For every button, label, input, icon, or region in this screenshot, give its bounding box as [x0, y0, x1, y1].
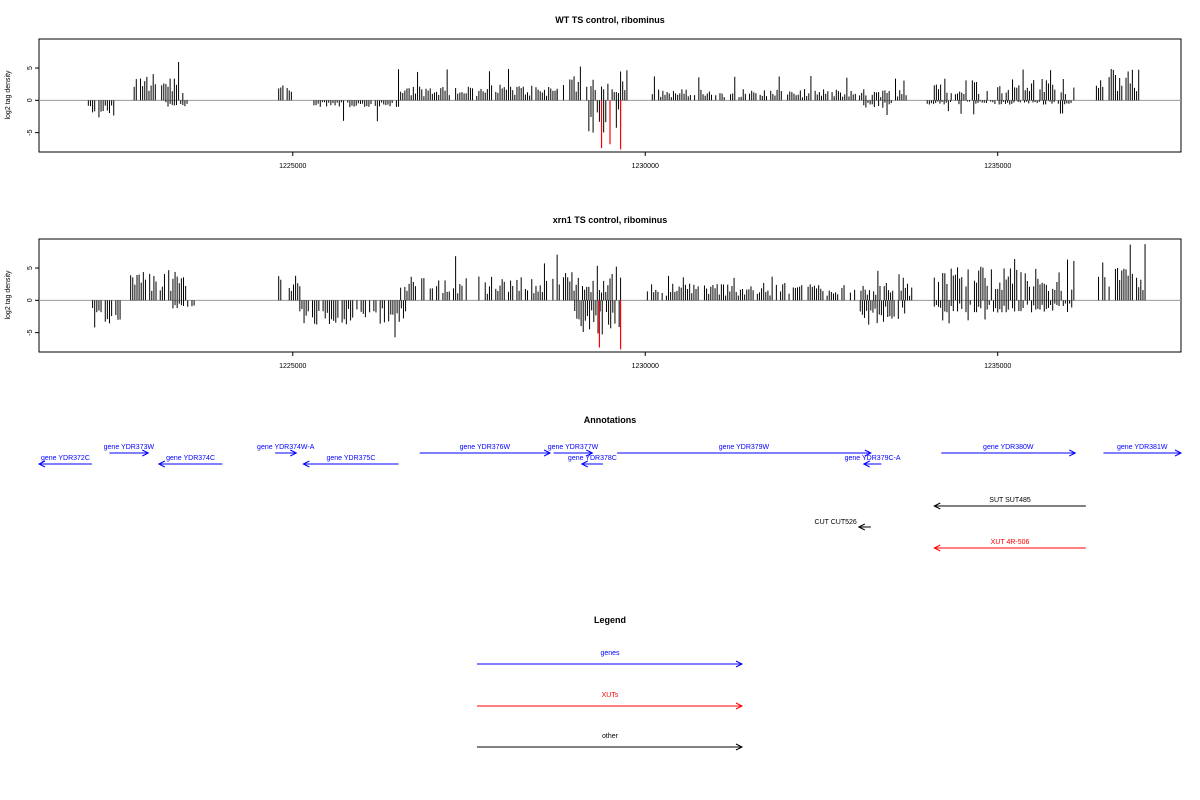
feature-other: SUT SUT485 — [933, 497, 1086, 510]
legend-title: Legend — [594, 615, 626, 625]
plot-frame — [38, 38, 1182, 153]
coverage-bars — [87, 62, 1140, 150]
arrowhead-icon — [543, 449, 552, 457]
feature-genes: gene YDR373W — [104, 444, 155, 457]
feature-label: gene YDR372C — [41, 455, 90, 462]
feature-list: gene YDR372C gene YDR373W gene YDR374C gene… — [37, 444, 1183, 552]
legend-label: XUTs — [602, 692, 619, 699]
legend-label: other — [602, 733, 619, 740]
arrowhead-icon — [857, 523, 866, 531]
feature-genes: gene YDR372C — [37, 455, 92, 468]
x-tick-label: 1225000 — [279, 163, 306, 170]
panel-title: xrn1 TS control, ribominus — [553, 215, 668, 225]
feature-label: SUT SUT485 — [989, 497, 1031, 504]
arrowhead-icon — [586, 449, 594, 457]
x-tick-label: 1225000 — [279, 363, 306, 370]
legend-item-other: other — [477, 733, 744, 751]
feature-label: gene YDR380W — [983, 444, 1034, 451]
feature-label: gene YDR374C — [166, 455, 215, 462]
feature-genes: gene YDR378C — [568, 455, 617, 468]
feature-label: gene YDR378C — [568, 455, 617, 462]
legend: Legend genes XUTs other — [477, 615, 744, 751]
y-axis: -5 0 5 — [27, 266, 39, 336]
feature-label: XUT 4R-506 — [991, 539, 1030, 546]
y-axis-label: log2 tag density — [5, 70, 12, 120]
arrowhead-icon — [933, 502, 941, 510]
arrowhead-icon — [735, 660, 744, 668]
arrowhead-icon — [864, 449, 872, 457]
arrowhead-icon — [142, 449, 150, 457]
feature-genes: gene YDR375C — [302, 455, 399, 468]
feature-genes: gene YDR379W — [617, 444, 872, 457]
coverage-bars — [92, 244, 1146, 350]
legend-label: genes — [600, 650, 620, 657]
plot-frame — [38, 238, 1182, 353]
x-tick-label: 1235000 — [984, 163, 1011, 170]
feature-other: CUT CUT526 — [815, 519, 871, 531]
arrowhead-icon — [1069, 449, 1077, 457]
y-tick-label: 5 — [27, 266, 34, 270]
feature-label: gene YDR379C-A — [845, 455, 901, 462]
legend-items: genes XUTs other — [477, 650, 744, 751]
feature-label: gene YDR379W — [719, 444, 770, 451]
x-axis: 1225000 1230000 1235000 — [279, 152, 1011, 170]
arrowhead-icon — [933, 544, 941, 552]
x-axis: 1225000 1230000 1235000 — [279, 352, 1011, 370]
arrowhead-icon — [302, 460, 310, 468]
y-tick-label: -5 — [27, 329, 34, 335]
feature-genes: gene YDR374W-A — [257, 444, 315, 457]
feature-genes: gene YDR379C-A — [845, 455, 901, 468]
feature-label: gene YDR381W — [1117, 444, 1168, 451]
feature-label: gene YDR377W — [548, 444, 599, 451]
arrowhead-icon — [37, 460, 46, 468]
feature-genes: gene YDR376W — [419, 444, 552, 457]
x-tick-label: 1230000 — [632, 363, 659, 370]
feature-label: CUT CUT526 — [815, 519, 857, 526]
y-tick-label: 5 — [27, 66, 34, 70]
feature-xuts: XUT 4R-506 — [933, 539, 1086, 552]
panel-title: WT TS control, ribominus — [555, 15, 665, 25]
track-panel-xrn1: xrn1 TS control, ribominus log2 tag dens… — [5, 215, 1182, 370]
arrowhead-icon — [735, 743, 744, 751]
feature-genes: gene YDR380W — [941, 444, 1077, 457]
y-axis: -5 0 5 — [27, 66, 39, 136]
legend-item-xuts: XUTs — [477, 692, 744, 710]
feature-label: gene YDR373W — [104, 444, 155, 451]
x-tick-label: 1230000 — [632, 163, 659, 170]
feature-label: gene YDR374W-A — [257, 444, 315, 451]
arrowhead-icon — [157, 460, 166, 468]
arrowhead-icon — [290, 449, 298, 457]
track-panel-wt: WT TS control, ribominus log2 tag densit… — [5, 15, 1182, 170]
arrowhead-icon — [580, 460, 589, 468]
y-axis-label: log2 tag density — [5, 270, 12, 320]
y-tick-label: -5 — [27, 129, 34, 135]
y-tick-label: 0 — [27, 98, 34, 102]
feature-label: gene YDR375C — [326, 455, 375, 462]
arrowhead-icon — [1174, 449, 1183, 457]
feature-genes: gene YDR377W — [548, 444, 599, 457]
feature-label: gene YDR376W — [460, 444, 511, 451]
arrowhead-icon — [862, 460, 871, 468]
feature-genes: gene YDR374C — [157, 455, 223, 468]
legend-item-genes: genes — [477, 650, 744, 668]
annotations-title: Annotations — [584, 415, 637, 425]
arrowhead-icon — [735, 702, 744, 710]
x-tick-label: 1235000 — [984, 363, 1011, 370]
y-tick-label: 0 — [27, 298, 34, 302]
feature-genes: gene YDR381W — [1103, 444, 1183, 457]
